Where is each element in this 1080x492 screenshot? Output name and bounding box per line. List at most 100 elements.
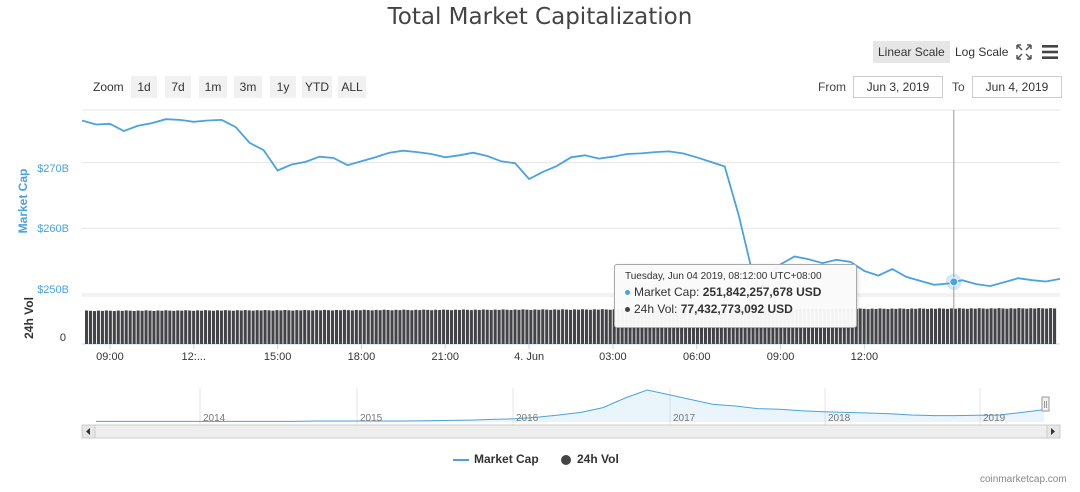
volume-bar (902, 308, 906, 344)
volume-bar (1041, 308, 1045, 344)
zoom-1y-button[interactable]: 1y (270, 76, 296, 98)
volume-bar (120, 310, 124, 344)
from-label: From (818, 80, 846, 94)
volume-bar (600, 309, 604, 344)
volume-bar (422, 309, 426, 344)
volume-bar (259, 310, 263, 344)
volume-bar (402, 309, 406, 344)
tooltip-market-cap-label: Market Cap: (634, 285, 700, 299)
tooltip-market-cap-value: 251,842,257,678 USD (702, 285, 822, 299)
volume-bar (215, 310, 219, 344)
menu-icon[interactable] (1040, 45, 1060, 59)
navigator-handle[interactable] (1041, 396, 1050, 412)
volume-bar (545, 309, 549, 344)
volume-bar (985, 308, 989, 344)
tooltip-vol-label: 24h Vol: (634, 302, 678, 316)
volume-bar (263, 310, 267, 344)
navigator[interactable]: 2014 2015 2016 2017 2018 2019 (82, 388, 1060, 425)
volume-bar (192, 310, 196, 344)
zoom-1m-button[interactable]: 1m (199, 76, 227, 98)
volume-bar (505, 309, 509, 344)
volume-bar (160, 310, 164, 344)
credits-link[interactable]: coinmarketcap.com (980, 474, 1067, 485)
navigator-area (96, 390, 1044, 422)
x-axis: 09:00 12:... 15:00 18:00 21:00 4. Jun 03:00 06:… (96, 344, 878, 363)
volume-bar (910, 308, 914, 344)
log-scale-button[interactable]: Log Scale (955, 45, 1009, 59)
volume-bar (1017, 308, 1021, 344)
linear-scale-button[interactable]: Linear Scale (873, 41, 950, 63)
volume-bar (1021, 308, 1025, 344)
zoom-ytd-button[interactable]: YTD (302, 76, 332, 98)
volume-bar (267, 310, 271, 344)
volume-bar (140, 310, 144, 344)
navigator-scrollbar[interactable] (81, 424, 1061, 439)
volume-bar (906, 308, 910, 344)
volume-bar (961, 308, 965, 344)
zoom-7d-button[interactable]: 7d (165, 76, 191, 98)
zoom-3m-button[interactable]: 3m (234, 76, 262, 98)
volume-bar (973, 308, 977, 344)
y-axis-tick-label: $270B (37, 163, 69, 175)
volume-bar (406, 309, 410, 344)
volume-bar (576, 309, 581, 344)
volume-bar (1053, 308, 1057, 344)
volume-bar (604, 309, 608, 344)
volume-bar (1037, 308, 1041, 344)
volume-bar (608, 309, 612, 344)
volume-bar (584, 309, 588, 344)
volume-bar (247, 310, 251, 344)
volume-bar (930, 308, 934, 344)
volume-bar (890, 308, 894, 344)
volume-bar (283, 309, 287, 344)
zoom-1d-button[interactable]: 1d (131, 76, 157, 98)
volume-bar (561, 309, 565, 344)
volume-bar (1045, 308, 1049, 344)
volume-bar (136, 310, 140, 344)
volume-bar (128, 310, 132, 344)
x-axis-tick-label: 21:00 (431, 351, 459, 363)
volume-bar (513, 309, 517, 344)
volume-bar (592, 309, 596, 344)
volume-bar (112, 311, 116, 344)
volume-bar (311, 310, 315, 344)
volume-bar (239, 310, 243, 344)
volume-bar (878, 308, 882, 344)
volume-bar (898, 308, 902, 344)
volume-bar (557, 309, 561, 344)
volume-bar (870, 308, 874, 344)
volume-bar (442, 309, 446, 344)
volume-bar (124, 310, 128, 344)
volume-bar (922, 308, 926, 344)
fullscreen-icon[interactable] (1016, 44, 1032, 60)
x-axis-tick-label: 4. Jun (514, 351, 544, 363)
volume-bar (235, 310, 239, 344)
to-date-input[interactable]: Jun 4, 2019 (972, 76, 1062, 98)
volume-bar (287, 310, 291, 344)
navigator-year-label: 2014 (203, 413, 226, 424)
volume-bar (108, 310, 112, 344)
x-axis-tick-label: 12:... (182, 351, 206, 363)
volume-bar (271, 310, 275, 344)
tooltip-vol-value: 77,432,773,092 USD (680, 302, 793, 316)
from-date-input[interactable]: Jun 3, 2019 (853, 76, 943, 98)
zoom-all-button[interactable]: ALL (338, 76, 366, 98)
volume-bar (85, 310, 89, 344)
tooltip: Tuesday, Jun 04 2019, 08:12:00 UTC+08:00… (614, 264, 857, 328)
y-axis-tick-label: $250B (37, 284, 69, 296)
legend-label-24h-vol[interactable]: 24h Vol (577, 452, 619, 466)
x-axis-tick-label: 15:00 (264, 351, 292, 363)
navigator-year-label: 2015 (360, 413, 383, 424)
volume-bar (918, 308, 922, 344)
to-label: To (952, 80, 965, 94)
volume-bar (461, 309, 465, 344)
legend-label-market-cap[interactable]: Market Cap (474, 452, 539, 466)
volume-bar (132, 310, 136, 344)
legend-item-24h-vol[interactable] (561, 455, 571, 465)
volume-bar (937, 308, 942, 344)
navigator-year-label: 2018 (828, 413, 851, 424)
volume-bar (219, 310, 223, 344)
volume-bar (358, 310, 362, 344)
volume-bar (164, 310, 168, 344)
